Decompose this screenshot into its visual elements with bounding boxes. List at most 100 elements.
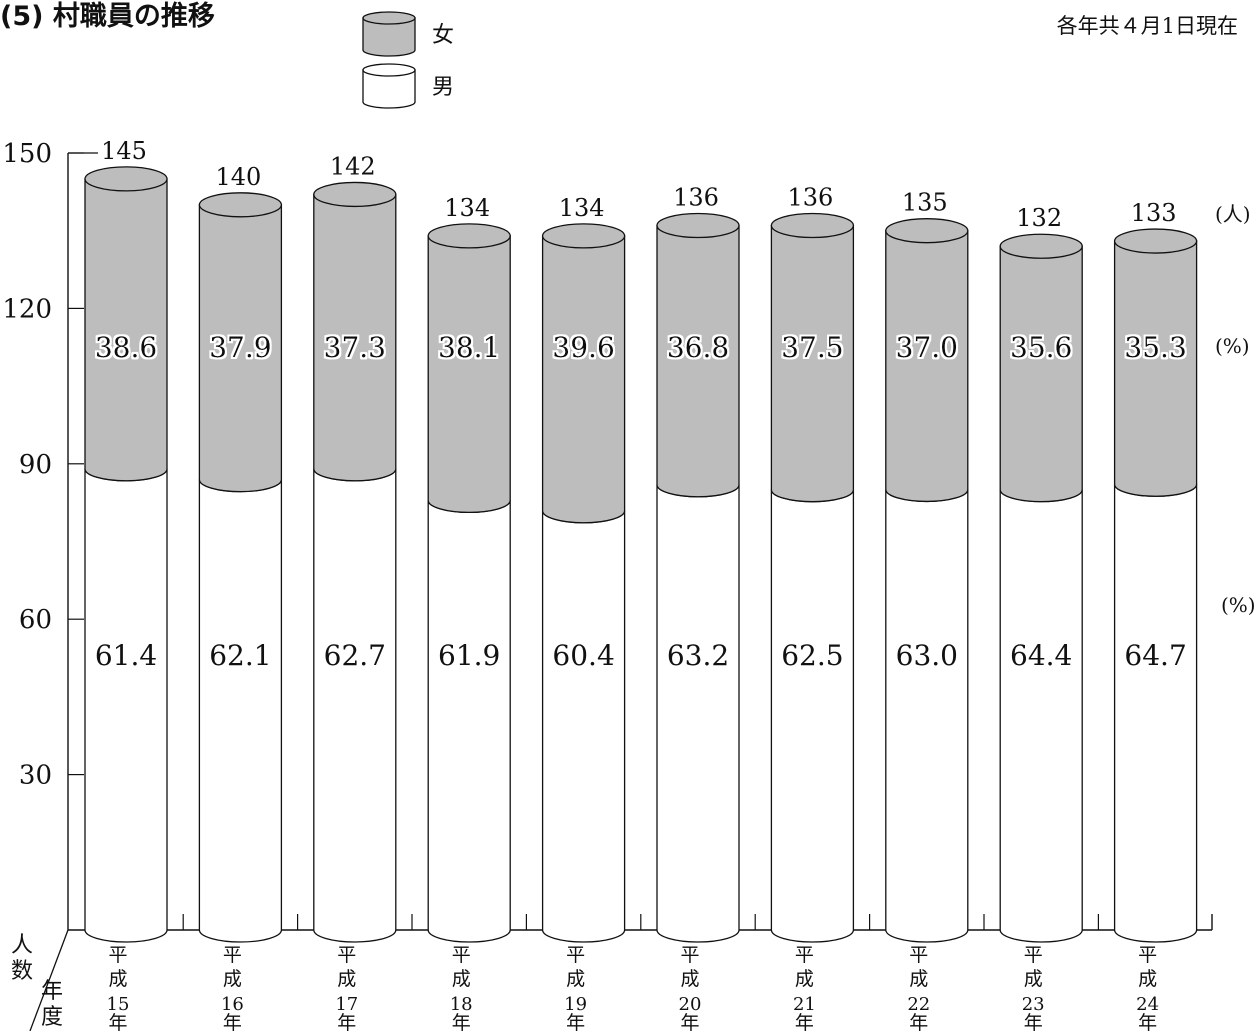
legend-swatch-cap (362, 63, 416, 77)
x-label-year: 24 (1136, 994, 1159, 1015)
x-label-year: 17 (335, 994, 358, 1015)
x-label-suffix: 年 (108, 1012, 127, 1031)
female-percent-label: 35.6 (1010, 331, 1072, 364)
bar-top-cap (313, 181, 397, 208)
unit-total-label: (人) (1215, 202, 1251, 226)
x-label-era-char: 平 (680, 944, 699, 966)
x-label-year: 18 (450, 994, 473, 1015)
bar-group: 140 37.9 62.1 (198, 163, 283, 943)
unit-male-percent-label: (%) (1221, 593, 1256, 617)
total-label: 136 (673, 184, 719, 212)
x-label-era-char: 成 (1138, 968, 1157, 990)
male-percent-label: 62.5 (781, 639, 843, 672)
female-percent-label: 38.1 (438, 331, 500, 364)
male-percent-label: 62.1 (209, 639, 271, 672)
y-tick-label: 90 (19, 450, 52, 480)
x-category-label: 平成 18年 (450, 944, 473, 1031)
bar-male (1113, 484, 1198, 943)
x-label-era-char: 平 (108, 944, 127, 966)
x-category-label: 平成 22年 (907, 944, 930, 1031)
male-percent-label: 63.2 (667, 639, 729, 672)
female-percent-label: 37.0 (896, 331, 958, 364)
bar-group: 134 38.1 61.9 (427, 194, 511, 943)
x-label-era-char: 平 (337, 944, 356, 966)
bar-top-cap (885, 218, 969, 244)
bar-group: 134 39.6 60.4 (541, 194, 626, 943)
x-label-era-char: 平 (1024, 944, 1043, 966)
bar-top-cap (198, 192, 283, 218)
x-label-suffix: 年 (223, 1012, 242, 1031)
bar-female (313, 193, 397, 482)
x-label-era-char: 成 (337, 968, 356, 990)
x-label-year: 22 (907, 994, 930, 1015)
bar-male (770, 489, 855, 943)
bar-group: 132 35.6 64.4 (999, 204, 1083, 943)
total-label: 134 (444, 194, 490, 222)
male-percent-label: 62.7 (324, 639, 386, 672)
bar-male (313, 468, 397, 943)
x-category-label: 平成 17年 (335, 944, 358, 1031)
bar-top-cap (1113, 228, 1198, 254)
bar-female (656, 224, 740, 498)
bar-top-cap (541, 223, 626, 249)
x-axis-labels: 平成15年平成16年平成17年平成18年平成19年平成20年平成21年平成22年… (107, 944, 1160, 1031)
legend-item: 男 (362, 63, 454, 109)
x-label-era-char: 成 (223, 968, 242, 990)
x-label-suffix: 年 (680, 1012, 699, 1031)
y-tick-label: 150 (2, 139, 52, 169)
x-axis-caption: 年 (41, 979, 63, 1004)
x-category-label: 平成 15年 (107, 944, 130, 1031)
male-percent-label: 63.0 (896, 639, 958, 672)
male-percent-label: 61.9 (438, 639, 500, 672)
bar-top-cap (427, 223, 511, 249)
x-label-era-char: 成 (452, 968, 471, 990)
x-label-year: 19 (564, 994, 587, 1015)
x-category-label: 平成 20年 (679, 944, 702, 1031)
legend: 女男 (362, 11, 454, 109)
total-label: 136 (787, 184, 833, 212)
bar-male (198, 479, 283, 943)
bar-female (198, 204, 283, 493)
bar-group: 135 37.0 63.0 (885, 189, 969, 943)
bar-female (1113, 240, 1198, 497)
x-label-year: 20 (679, 994, 702, 1015)
x-label-era-char: 平 (795, 944, 814, 966)
bar-female (541, 235, 626, 524)
bars: 145 38.6 61.4 140 37.9 62.1 142 37.3 62.7 134 38.1… (68, 137, 1256, 943)
female-percent-label: 37.9 (209, 331, 271, 364)
bar-female (770, 224, 855, 503)
bar-female (427, 235, 511, 513)
bar-top-cap (999, 233, 1083, 259)
bar-male (885, 489, 969, 943)
female-percent-label: 37.3 (324, 331, 386, 364)
bar-group: 136 37.5 62.5 (770, 184, 855, 943)
bar-group: 136 36.8 63.2 (656, 184, 740, 943)
total-label: 145 (101, 137, 147, 165)
x-label-era-char: 成 (1024, 968, 1043, 990)
x-category-label: 平成 21年 (793, 944, 816, 1031)
x-label-suffix: 年 (1024, 1012, 1043, 1031)
female-percent-label: 35.3 (1124, 331, 1186, 364)
female-percent-label: 36.8 (667, 331, 729, 364)
bar-female (999, 245, 1083, 503)
y-axis-caption: 数 (11, 959, 33, 984)
bar-male (656, 484, 740, 943)
x-category-label: 平成 24年 (1136, 944, 1159, 1031)
female-percent-label: 37.5 (781, 331, 843, 364)
y-tick-label: 120 (2, 294, 52, 324)
x-label-era-char: 成 (795, 968, 814, 990)
x-label-era-char: 成 (909, 968, 928, 990)
female-percent-label: 38.6 (95, 331, 157, 364)
x-label-era-char: 平 (452, 944, 471, 966)
bar-group: 142 37.3 62.7 (313, 152, 397, 943)
x-label-era-char: 平 (223, 944, 242, 966)
bar-top-cap (770, 212, 855, 239)
legend-label: 女 (432, 23, 454, 48)
male-percent-label: 61.4 (95, 639, 157, 672)
y-tick-label: 30 (19, 761, 52, 791)
bar-top-cap (84, 166, 168, 192)
male-percent-label: 60.4 (552, 639, 614, 672)
x-label-year: 21 (793, 994, 816, 1015)
x-category-label: 平成 23年 (1022, 944, 1045, 1031)
